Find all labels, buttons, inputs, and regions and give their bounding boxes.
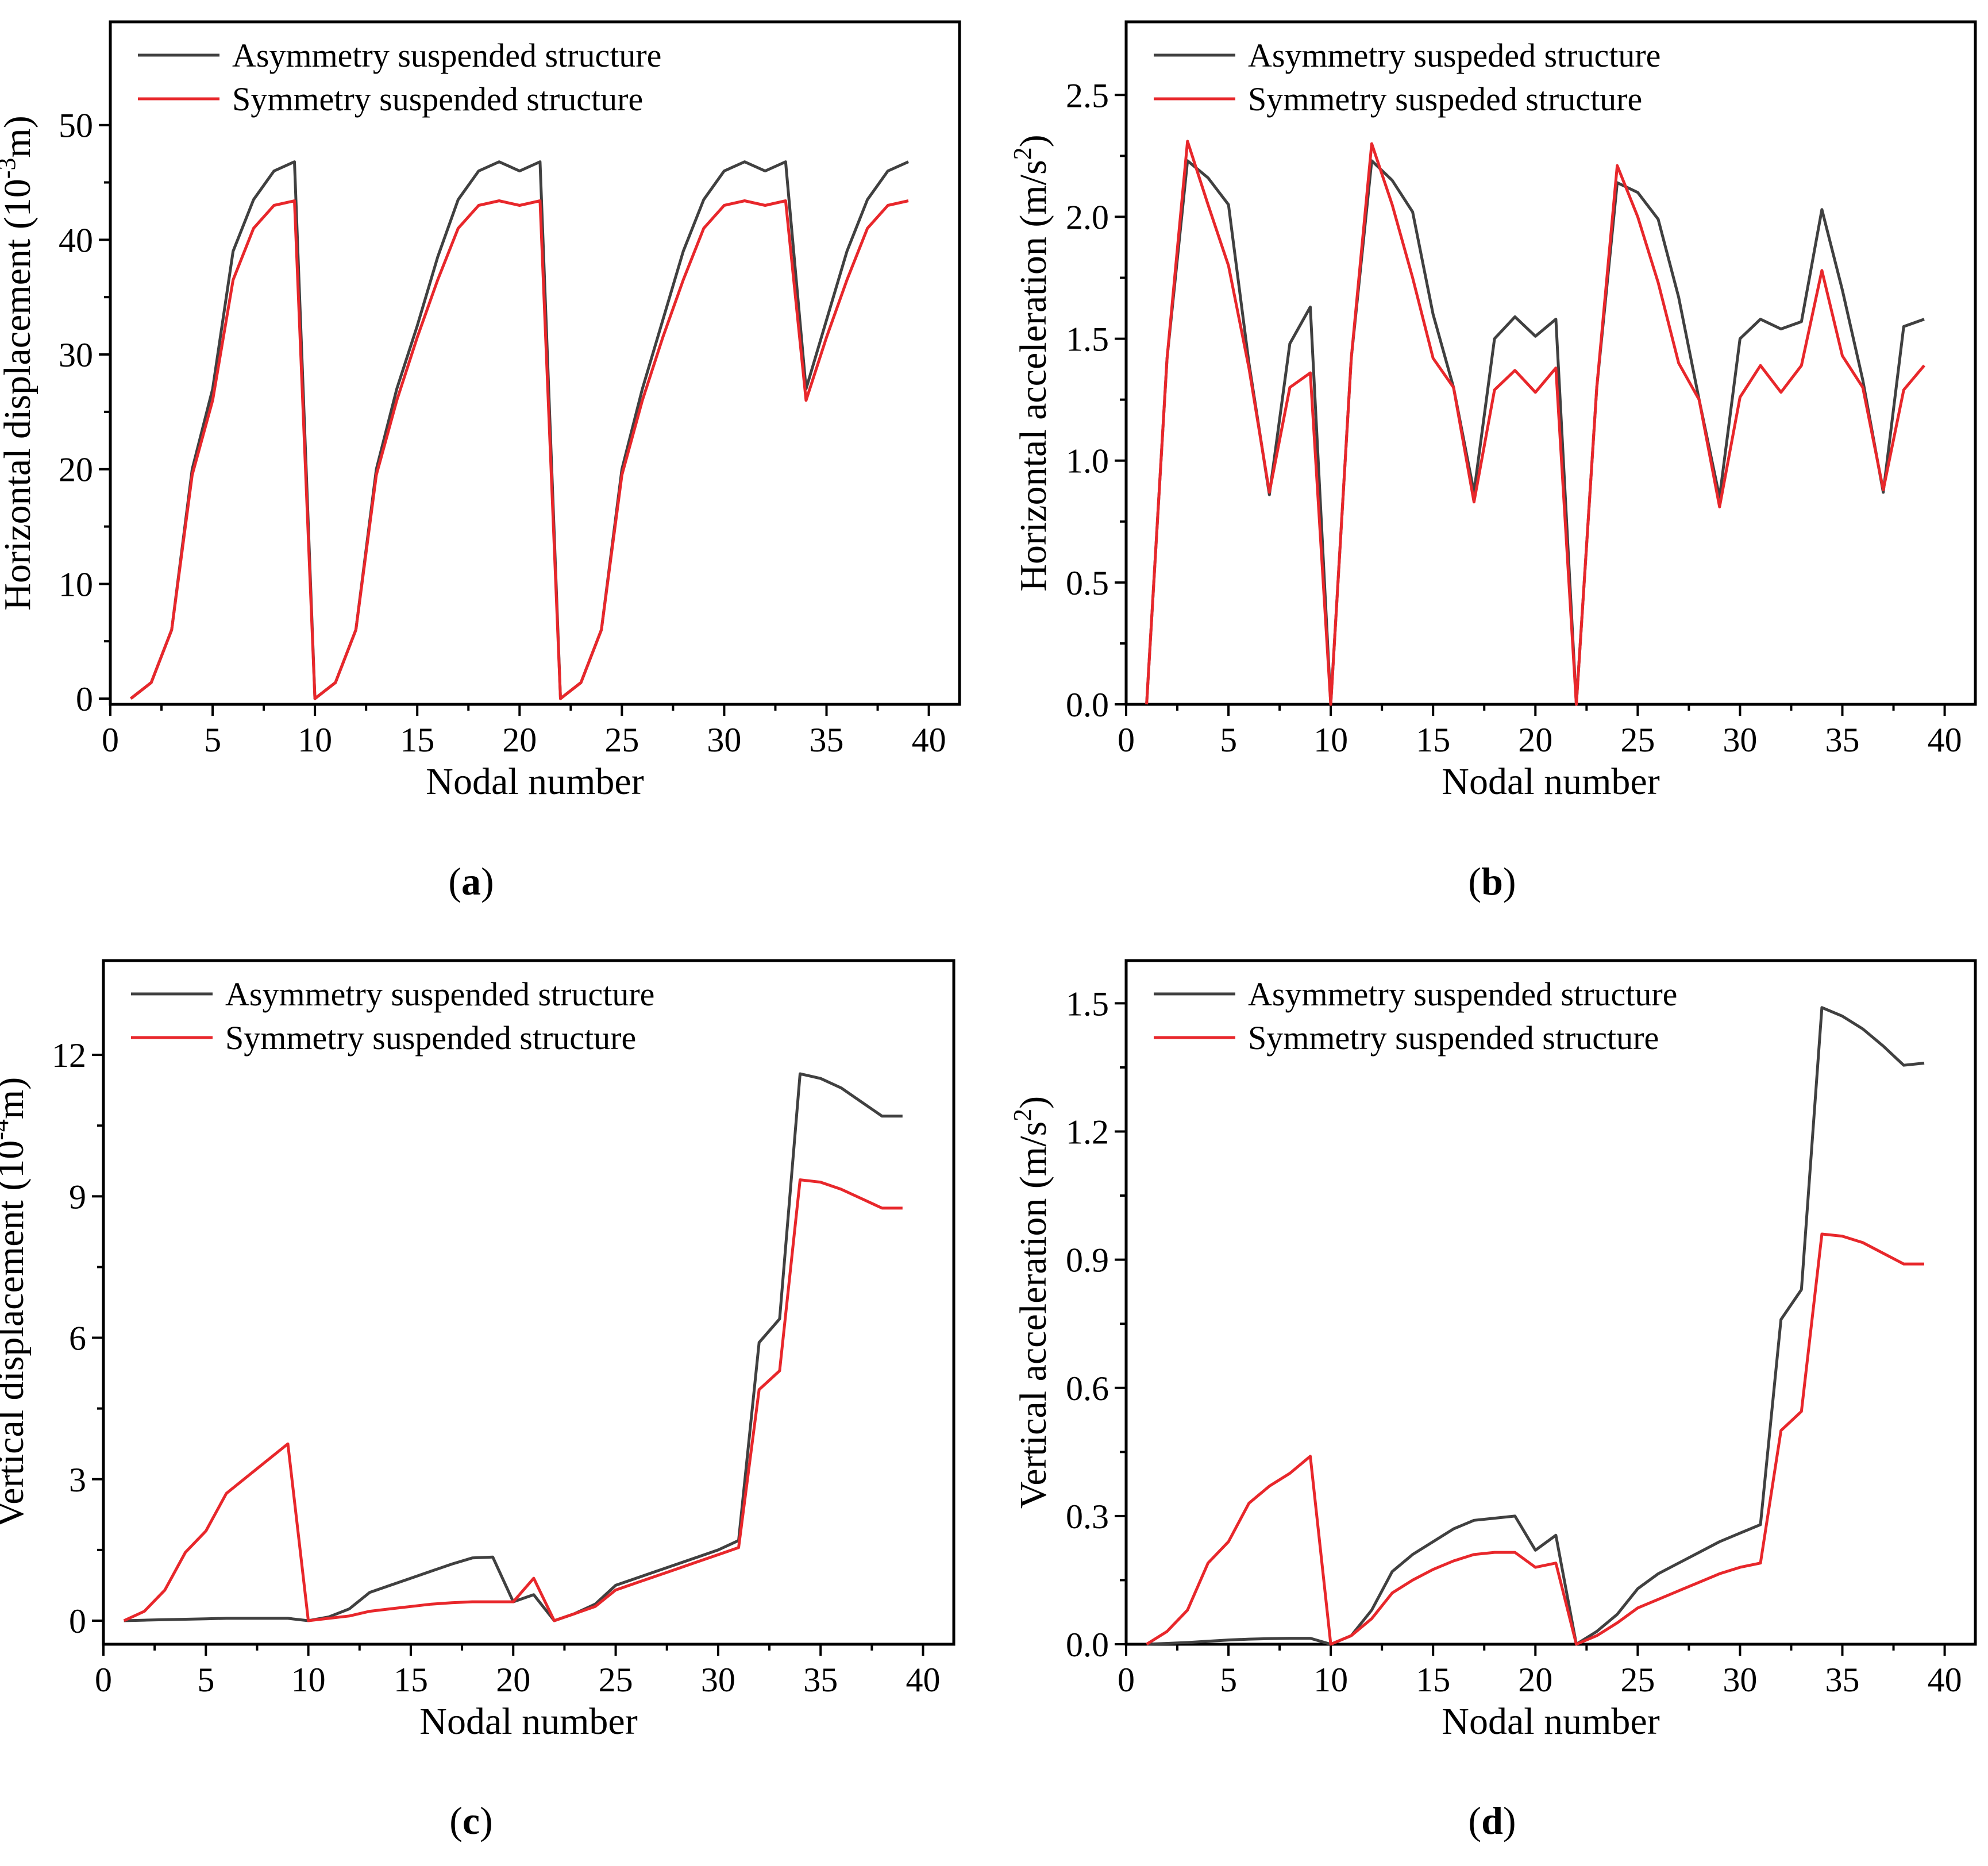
y-axis-label: Vertical acceleration (m/s2) [1008, 1096, 1054, 1509]
x-tick-label: 25 [604, 721, 639, 759]
chart-d: 0 5 10 15 20 25 30 35 40 0.0 0.3 0.6 0.9 1.2 1.5 Nodal … [1008, 959, 1977, 1742]
legend-label: Symmetry suspeded structure [1248, 80, 1642, 118]
x-tick-label: 25 [1620, 1661, 1655, 1699]
plot-frame [102, 959, 956, 1646]
x-tick-label: 30 [1723, 721, 1757, 759]
x-tick-label: 15 [400, 721, 434, 759]
series-line-asymmetry [130, 160, 910, 700]
caption-a: (a) [448, 859, 494, 903]
series-line-symmetry [130, 199, 909, 700]
y-tick-label: 12 [52, 1036, 86, 1074]
x-tick-label: 20 [496, 1661, 530, 1699]
legend-label: Symmetry suspended structure [232, 80, 643, 118]
x-tick-label: 30 [707, 721, 741, 759]
chart-b: 0 5 10 15 20 25 30 35 40 0.0 0.5 1.0 1.5 2.0 2.5 Nodal … [1008, 20, 1977, 803]
chart-a: 0 5 10 15 20 25 30 35 40 0 10 20 30 40 50 Nodal number H… [0, 20, 961, 803]
y-tick-label: 6 [69, 1320, 86, 1358]
series-line-symmetry [1145, 140, 1925, 706]
x-tick-label: 35 [803, 1661, 838, 1699]
x-tick-label: 0 [102, 721, 119, 759]
x-tick-label: 20 [502, 721, 537, 759]
chart-c: 0 5 10 15 20 25 30 35 40 0 3 6 9 12 Nodal number Vertic… [0, 959, 956, 1742]
x-tick-label: 10 [1313, 721, 1348, 759]
y-tick-label: 0.0 [1066, 686, 1109, 724]
x-tick-label: 0 [1118, 721, 1135, 759]
x-tick-label: 10 [1313, 1661, 1348, 1699]
x-tick-label: 15 [394, 1661, 428, 1699]
legend-label: Symmetry suspended structure [225, 1019, 636, 1057]
y-tick-label: 30 [59, 336, 93, 374]
x-tick-label: 5 [204, 721, 221, 759]
caption-d: (d) [1468, 1799, 1516, 1842]
series-line-symmetry [123, 1178, 903, 1622]
x-axis-label: Nodal number [1442, 1701, 1659, 1742]
y-tick-label: 0.6 [1066, 1370, 1109, 1408]
x-tick-label: 10 [298, 721, 332, 759]
y-tick-label: 9 [69, 1178, 86, 1216]
y-tick-label: 1.0 [1066, 442, 1109, 480]
y-tick-label: 0.3 [1066, 1498, 1109, 1536]
x-tick-label: 5 [1220, 1661, 1237, 1699]
x-tick-label: 10 [291, 1661, 326, 1699]
x-tick-label: 0 [95, 1661, 112, 1699]
caption-c: (c) [449, 1799, 493, 1842]
y-tick-label: 20 [59, 451, 93, 489]
legend-label: Asymmetry suspeded structure [1248, 37, 1660, 74]
x-tick-label: 15 [1416, 1661, 1450, 1699]
y-tick-label: 3 [69, 1461, 86, 1499]
y-tick-label: 0 [69, 1602, 86, 1640]
x-axis-label: Nodal number [419, 1701, 637, 1742]
y-axis-label: Horizontal displacement (10-3m) [0, 115, 38, 610]
x-tick-label: 40 [906, 1661, 941, 1699]
x-tick-label: 25 [599, 1661, 633, 1699]
y-tick-label: 0 [76, 680, 93, 718]
x-tick-label: 40 [1928, 721, 1962, 759]
x-tick-label: 35 [1825, 721, 1860, 759]
series-line-asymmetry [1145, 159, 1925, 706]
x-axis-label: Nodal number [1442, 761, 1659, 803]
x-tick-label: 30 [701, 1661, 735, 1699]
y-tick-label: 0.5 [1066, 564, 1109, 602]
x-tick-label: 40 [912, 721, 946, 759]
legend-label: Asymmetry suspended structure [1248, 976, 1677, 1013]
series-line-asymmetry [1146, 1006, 1925, 1646]
legend-label: Asymmetry suspended structure [225, 976, 654, 1013]
y-tick-label: 1.5 [1066, 321, 1109, 358]
legend-label: Symmetry suspended structure [1248, 1019, 1659, 1057]
series-line-symmetry [1146, 1232, 1924, 1646]
x-tick-label: 30 [1723, 1661, 1757, 1699]
y-tick-label: 10 [59, 565, 93, 603]
y-tick-label: 50 [59, 107, 93, 145]
y-tick-label: 0.9 [1066, 1242, 1109, 1279]
legend-label: Asymmetry suspended structure [232, 37, 661, 74]
plot-frame [1124, 959, 1977, 1646]
y-tick-label: 0.0 [1066, 1626, 1109, 1664]
x-tick-label: 35 [1825, 1661, 1860, 1699]
x-tick-label: 20 [1518, 1661, 1552, 1699]
y-tick-label: 1.2 [1066, 1113, 1109, 1151]
x-tick-label: 35 [810, 721, 844, 759]
x-tick-label: 15 [1416, 721, 1450, 759]
plot-frame [1124, 20, 1977, 706]
y-tick-label: 2.0 [1066, 198, 1109, 236]
y-tick-label: 2.5 [1066, 76, 1109, 114]
y-axis-label: Vertical displacement (10-4m) [0, 1077, 32, 1528]
y-axis-label: Horizontal acceleration (m/s2) [1008, 134, 1054, 591]
x-tick-label: 0 [1118, 1661, 1135, 1699]
series-line-asymmetry [124, 1072, 903, 1622]
x-tick-label: 5 [197, 1661, 214, 1699]
x-tick-label: 5 [1220, 721, 1237, 759]
x-axis-label: Nodal number [426, 761, 644, 803]
x-tick-label: 40 [1928, 1661, 1962, 1699]
x-tick-label: 25 [1620, 721, 1655, 759]
y-tick-label: 1.5 [1066, 985, 1109, 1023]
y-tick-label: 40 [59, 221, 93, 259]
caption-b: (b) [1468, 859, 1516, 903]
x-tick-label: 20 [1518, 721, 1552, 759]
plot-frame [109, 20, 961, 706]
